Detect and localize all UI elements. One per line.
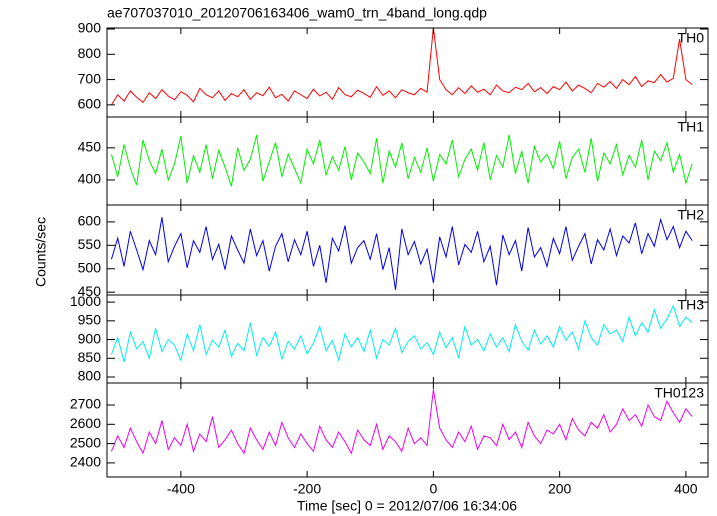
y-tick-label: 600 bbox=[78, 96, 102, 112]
panel-label: TH0 bbox=[678, 30, 705, 46]
chart-title: ae707037010_20120706163406_wam0_trn_4ban… bbox=[107, 5, 487, 21]
y-tick-label: 2700 bbox=[70, 396, 101, 412]
panel-label: TH3 bbox=[678, 297, 705, 313]
panel-label: TH1 bbox=[678, 119, 705, 135]
series-line bbox=[110, 134, 693, 187]
x-tick-label: 400 bbox=[674, 481, 698, 497]
y-tick-label: 2600 bbox=[70, 415, 101, 431]
y-tick-label: 800 bbox=[78, 368, 102, 384]
y-tick-label: 950 bbox=[78, 312, 102, 328]
x-tick-label: 0 bbox=[429, 481, 437, 497]
y-tick-label: 2500 bbox=[70, 434, 101, 450]
series-line bbox=[110, 389, 693, 455]
y-tick-label: 400 bbox=[78, 171, 102, 187]
y-tick-label: 850 bbox=[78, 349, 102, 365]
series-line bbox=[110, 304, 693, 363]
panel-frame bbox=[106, 27, 709, 118]
panel-frame bbox=[106, 116, 709, 206]
y-tick-label: 900 bbox=[78, 20, 102, 36]
panel-label: TH2 bbox=[678, 207, 705, 223]
y-tick-label: 800 bbox=[78, 45, 102, 61]
y-tick-label: 450 bbox=[78, 139, 102, 155]
x-axis-label: Time [sec] 0 = 2012/07/06 16:34:06 bbox=[297, 498, 517, 514]
y-tick-label: 2400 bbox=[70, 454, 101, 470]
panel-label: TH0123 bbox=[654, 385, 704, 401]
x-tick-label: 200 bbox=[548, 481, 572, 497]
y-tick-label: 1000 bbox=[70, 293, 101, 309]
panel-frame bbox=[106, 294, 709, 384]
y-tick-label: 500 bbox=[78, 259, 102, 275]
series-line bbox=[110, 217, 693, 290]
y-tick-label: 900 bbox=[78, 330, 102, 346]
y-tick-label: 700 bbox=[78, 70, 102, 86]
y-axis-label: Counts/sec bbox=[33, 217, 49, 287]
y-tick-label: 450 bbox=[78, 283, 102, 299]
y-tick-label: 600 bbox=[78, 213, 102, 229]
x-tick-label: -400 bbox=[167, 481, 195, 497]
series-line bbox=[110, 28, 693, 106]
x-tick-label: -200 bbox=[293, 481, 321, 497]
y-tick-label: 550 bbox=[78, 236, 102, 252]
panel-frame bbox=[106, 382, 709, 478]
